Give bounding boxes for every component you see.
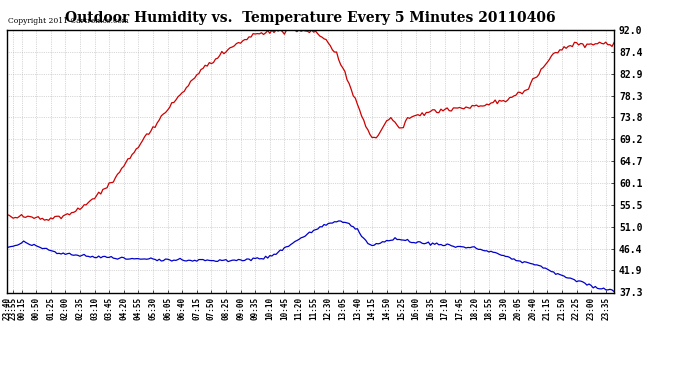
Text: Outdoor Humidity vs.  Temperature Every 5 Minutes 20110406: Outdoor Humidity vs. Temperature Every 5… (65, 11, 556, 25)
Text: Copyright 2011 Cartronics.com: Copyright 2011 Cartronics.com (8, 17, 129, 25)
